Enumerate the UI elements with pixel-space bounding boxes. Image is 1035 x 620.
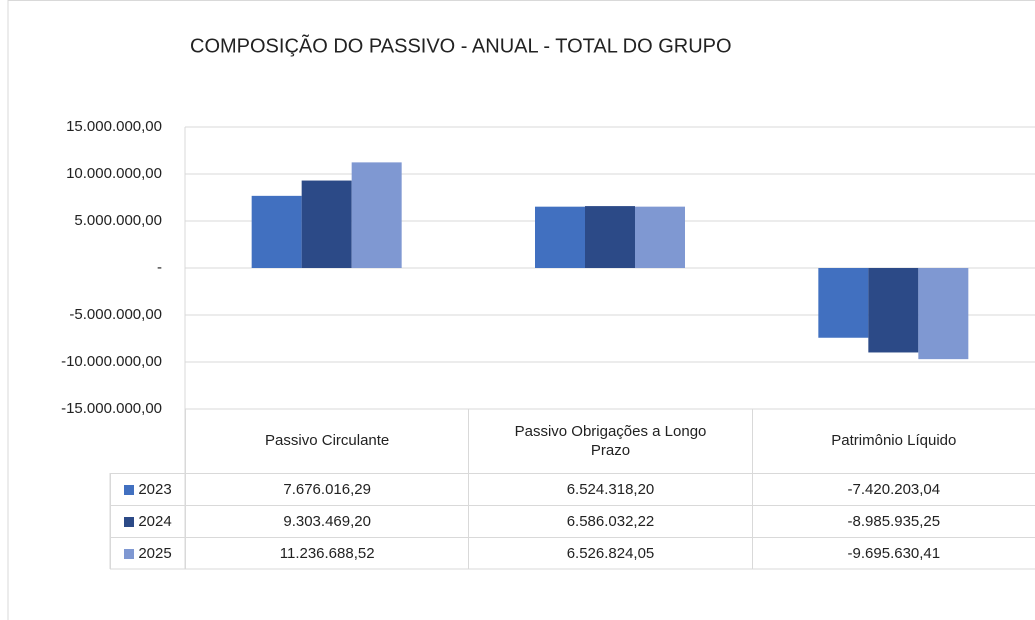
data-label: -7.420.203,04 bbox=[751, 473, 1035, 505]
x-tick-label: Patrimônio Líquido bbox=[751, 409, 1035, 473]
legend-swatch bbox=[124, 516, 135, 527]
bar bbox=[351, 162, 402, 268]
y-tick-label: - bbox=[157, 259, 162, 276]
legend-swatch bbox=[124, 484, 135, 495]
legend-label: 2023 bbox=[138, 480, 172, 498]
y-tick-label: -10.000.000,00 bbox=[61, 353, 162, 370]
data-label: 7.676.016,29 bbox=[185, 473, 469, 505]
bar bbox=[585, 206, 635, 268]
bar bbox=[251, 195, 302, 268]
y-tick-label: -15.000.000,00 bbox=[61, 400, 162, 417]
data-label: -9.695.630,41 bbox=[751, 537, 1035, 569]
bar bbox=[535, 206, 585, 268]
bar bbox=[818, 268, 869, 338]
data-label: 6.586.032,22 bbox=[468, 505, 752, 537]
y-tick-label: 5.000.000,00 bbox=[74, 212, 162, 229]
x-tick-label: Passivo Obrigações a Longo Prazo bbox=[468, 409, 751, 473]
y-tick-label: 15.000.000,00 bbox=[66, 118, 162, 135]
data-label: 6.526.824,05 bbox=[468, 537, 752, 569]
y-tick-label: -5.000.000,00 bbox=[69, 306, 162, 323]
legend-entry: 2023 bbox=[110, 473, 185, 505]
data-label: 6.524.318,20 bbox=[468, 473, 752, 505]
data-label: -8.985.935,25 bbox=[751, 505, 1035, 537]
bar bbox=[918, 268, 969, 360]
legend-entry: 2025 bbox=[110, 537, 185, 569]
y-tick-label: 10.000.000,00 bbox=[66, 165, 162, 182]
data-label: 11.236.688,52 bbox=[185, 537, 469, 569]
data-label: 9.303.469,20 bbox=[185, 505, 469, 537]
bar bbox=[301, 180, 352, 268]
legend-label: 2024 bbox=[138, 512, 172, 530]
legend-entry: 2024 bbox=[110, 505, 185, 537]
x-tick-label: Passivo Circulante bbox=[185, 409, 468, 473]
chart-title: COMPOSIÇÃO DO PASSIVO - ANUAL - TOTAL DO… bbox=[190, 33, 732, 57]
legend-label: 2025 bbox=[138, 544, 172, 562]
legend-swatch bbox=[124, 548, 135, 559]
bar bbox=[868, 268, 919, 353]
bar bbox=[635, 206, 685, 268]
